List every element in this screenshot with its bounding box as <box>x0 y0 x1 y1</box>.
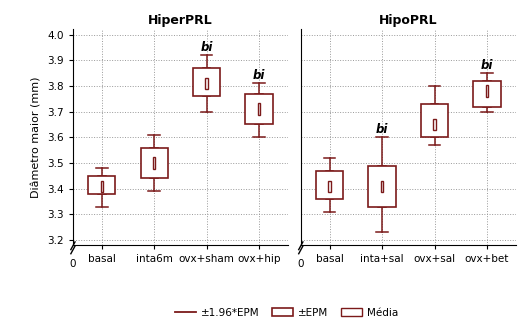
Bar <box>421 104 448 137</box>
Bar <box>88 176 116 194</box>
Text: 0: 0 <box>70 259 76 269</box>
Text: bi: bi <box>481 59 493 72</box>
Bar <box>486 85 488 97</box>
Bar <box>245 94 272 125</box>
Bar <box>433 119 436 130</box>
Legend: ±1.96*EPM, ±EPM, Média: ±1.96*EPM, ±EPM, Média <box>171 303 402 322</box>
Bar <box>141 147 168 179</box>
Title: HipoPRL: HipoPRL <box>379 14 438 27</box>
Text: 0: 0 <box>297 259 304 269</box>
Bar <box>101 181 103 192</box>
Bar <box>153 157 155 169</box>
Bar <box>316 171 343 199</box>
Bar <box>329 181 331 192</box>
Bar <box>193 68 220 96</box>
Text: bi: bi <box>376 123 388 136</box>
Title: HiperPRL: HiperPRL <box>148 14 213 27</box>
Y-axis label: Diâmetro maior (mm): Diâmetro maior (mm) <box>32 77 42 198</box>
Text: bi: bi <box>201 41 213 54</box>
Text: bi: bi <box>253 69 265 82</box>
Bar <box>368 165 396 207</box>
Bar <box>205 78 208 89</box>
Bar <box>381 181 383 192</box>
Bar <box>473 81 501 107</box>
Bar <box>258 103 260 115</box>
